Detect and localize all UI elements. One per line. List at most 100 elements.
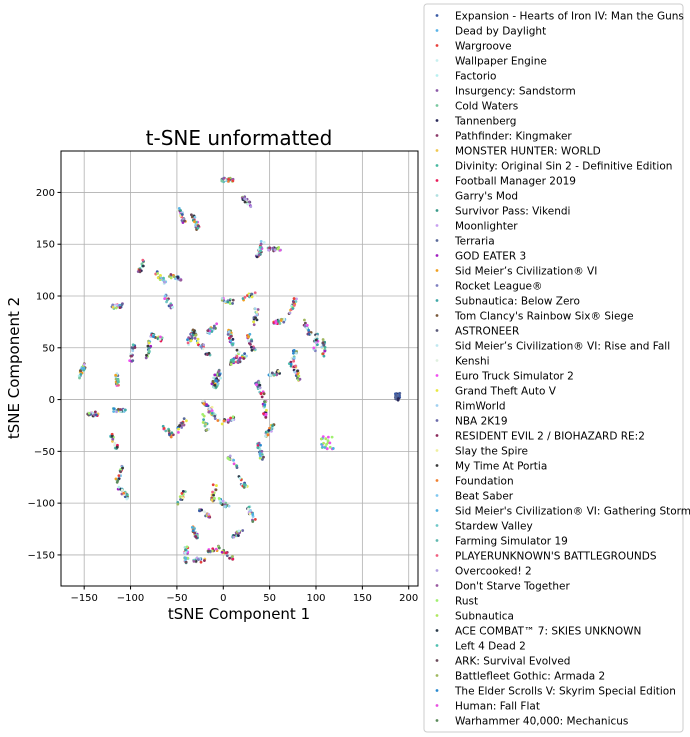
- data-point: [237, 534, 240, 537]
- data-point: [394, 392, 397, 396]
- legend-marker: [435, 449, 439, 452]
- data-point: [116, 479, 120, 482]
- data-point: [177, 206, 181, 210]
- legend-marker: [435, 344, 439, 347]
- data-point: [203, 510, 206, 514]
- legend-marker: [435, 494, 439, 497]
- data-point: [248, 332, 252, 336]
- data-point: [255, 383, 258, 387]
- legend-label: My Time At Portia: [455, 460, 547, 472]
- data-point: [205, 403, 209, 406]
- data-point: [118, 306, 122, 309]
- data-point: [158, 337, 162, 341]
- data-point: [190, 526, 194, 529]
- x-tick-label: 0: [220, 593, 226, 604]
- legend-marker: [435, 719, 439, 722]
- data-point: [315, 343, 319, 347]
- data-point: [210, 412, 214, 415]
- data-point: [220, 422, 224, 426]
- data-point: [232, 462, 236, 466]
- legend-marker: [435, 644, 439, 647]
- data-point: [131, 349, 135, 353]
- legend-label: Sid Meier's Civilization® VI: Gathering …: [455, 505, 690, 517]
- data-point: [236, 361, 240, 365]
- data-point: [156, 272, 160, 275]
- data-point: [144, 356, 148, 360]
- data-point: [393, 396, 397, 399]
- data-point: [264, 415, 268, 419]
- legend-marker: [435, 194, 439, 197]
- data-point: [213, 417, 217, 421]
- data-point: [262, 412, 265, 416]
- data-point: [164, 429, 168, 433]
- y-tick-label: 150: [36, 240, 55, 251]
- x-tick-label: 150: [353, 593, 372, 604]
- data-point: [312, 346, 316, 350]
- data-point: [147, 349, 151, 352]
- data-point: [116, 380, 120, 384]
- data-point: [215, 322, 219, 326]
- data-point: [229, 416, 232, 420]
- data-point: [262, 455, 265, 459]
- data-point: [217, 497, 221, 500]
- data-point: [185, 545, 189, 549]
- legend-label: Divinity: Original Sin 2 - Definitive Ed…: [455, 160, 672, 172]
- data-point: [291, 307, 295, 310]
- legend-label: Terraria: [454, 235, 495, 247]
- legend-marker: [435, 164, 439, 167]
- data-point: [250, 339, 254, 343]
- data-point: [203, 424, 207, 428]
- data-point: [179, 209, 182, 212]
- data-point: [152, 335, 155, 339]
- data-point: [321, 338, 325, 341]
- data-point: [249, 205, 253, 209]
- legend-marker: [435, 74, 439, 77]
- data-point: [145, 353, 148, 357]
- data-point: [231, 298, 235, 302]
- data-point: [214, 547, 218, 551]
- data-point: [396, 393, 399, 397]
- data-point: [200, 508, 203, 512]
- y-tick-label: 50: [42, 343, 55, 354]
- data-point: [292, 348, 296, 352]
- data-point: [259, 242, 263, 246]
- data-point: [231, 415, 235, 419]
- data-point: [191, 529, 195, 533]
- data-point: [122, 491, 126, 495]
- data-point: [251, 513, 255, 516]
- legend-label: Sid Meier’s Civilization® VI: Rise and F…: [455, 340, 670, 352]
- legend-marker: [435, 14, 439, 17]
- x-tick-label: 50: [263, 593, 276, 604]
- data-point: [257, 253, 261, 257]
- data-point: [322, 441, 325, 445]
- data-point: [294, 351, 298, 355]
- data-point: [117, 485, 121, 489]
- data-point: [125, 493, 129, 497]
- data-point: [169, 276, 173, 280]
- data-point: [252, 346, 256, 350]
- data-point: [258, 386, 262, 390]
- data-point: [289, 362, 293, 366]
- data-point: [207, 549, 210, 553]
- data-point: [305, 326, 309, 330]
- data-point: [184, 557, 188, 560]
- data-point: [294, 300, 298, 303]
- data-point: [250, 345, 253, 349]
- data-point: [249, 343, 252, 346]
- data-point: [231, 342, 234, 346]
- legend-label: Warhammer 40,000: Mechanicus: [455, 715, 628, 727]
- data-point: [256, 308, 260, 311]
- legend-label: ARK: Survival Evolved: [455, 655, 570, 667]
- data-point: [163, 297, 167, 300]
- legend-marker: [435, 179, 439, 182]
- data-point: [183, 219, 186, 223]
- legend-label: Factorio: [455, 70, 496, 82]
- data-point: [194, 333, 198, 337]
- data-point: [292, 356, 296, 360]
- legend-label: Subnautica: [455, 610, 514, 622]
- data-point: [266, 433, 270, 437]
- data-point: [292, 359, 296, 363]
- data-point: [183, 551, 187, 555]
- data-point: [217, 546, 221, 550]
- data-point: [197, 224, 200, 228]
